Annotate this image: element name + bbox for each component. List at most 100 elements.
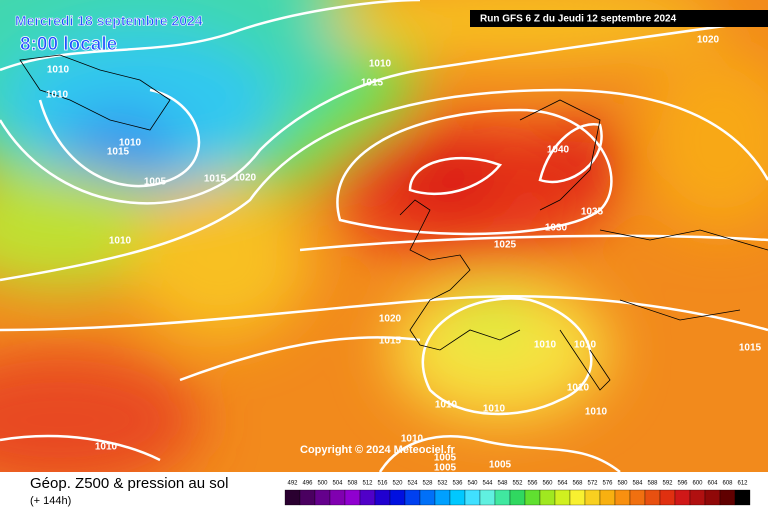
- isobar-label: 1005: [434, 463, 457, 474]
- scale-label: 496: [302, 481, 313, 487]
- scale-swatch: [479, 489, 496, 506]
- scale-swatch: [344, 489, 361, 506]
- scale-swatch: [419, 489, 436, 506]
- isobar-label: 1020: [379, 314, 402, 325]
- scale-swatch: [449, 489, 466, 506]
- isobar-label: 1010: [574, 340, 597, 351]
- scale-label: 608: [722, 481, 733, 487]
- valid-time: 8:00 locale: [20, 34, 117, 55]
- scale-swatch: [674, 489, 691, 506]
- isobar-label: 1035: [581, 207, 604, 218]
- scale-label: 544: [482, 481, 493, 487]
- scale-label: 596: [677, 481, 688, 487]
- isobar-label: 1005: [489, 460, 512, 471]
- scale-swatch: [734, 489, 751, 506]
- isobar-label: 1025: [494, 240, 517, 251]
- scale-swatch: [689, 489, 706, 506]
- scale-label: 600: [692, 481, 703, 487]
- run-info: Run GFS 6 Z du Jeudi 12 septembre 2024: [480, 14, 677, 25]
- scale-label: 520: [392, 481, 403, 487]
- lead-time: (+ 144h): [30, 495, 71, 507]
- isobar-label: 1010: [119, 138, 142, 149]
- scale-label: 560: [542, 481, 553, 487]
- isobar-label: 1010: [369, 59, 392, 70]
- isobar-label: 1015: [361, 78, 384, 89]
- scale-swatch: [644, 489, 661, 506]
- coastlines: [19, 54, 768, 391]
- isobar-label: 1030: [545, 223, 568, 234]
- isobar-label: 1015: [204, 174, 227, 185]
- scale-swatch: [434, 489, 451, 506]
- isobar-label: 1010: [401, 434, 424, 445]
- scale-label: 524: [407, 481, 418, 487]
- isobar-label: 1015: [107, 147, 130, 158]
- scale-swatch: [329, 489, 346, 506]
- scale-label: 548: [497, 481, 508, 487]
- scale-label: 592: [662, 481, 673, 487]
- isobar-label: 1010: [47, 65, 70, 76]
- scale-swatch: [704, 489, 721, 506]
- isobar-label: 1010: [95, 442, 118, 453]
- isobar-label: 1010: [435, 400, 458, 411]
- scale-swatch: [314, 489, 331, 506]
- isobar-label: 1005: [434, 453, 457, 464]
- scale-label: 492: [287, 481, 298, 487]
- legend-title: Géop. Z500 & pression au sol: [30, 475, 228, 492]
- scale-swatch: [614, 489, 631, 506]
- scale-label: 540: [467, 481, 478, 487]
- scale-swatch: [359, 489, 376, 506]
- isobar-label: 1015: [739, 343, 762, 354]
- isobar-label: 1010: [483, 404, 506, 415]
- isobar-label: 1010: [534, 340, 557, 351]
- scale-swatch: [494, 489, 511, 506]
- scale-swatch: [464, 489, 481, 506]
- valid-date: Mercredi 18 septembre 2024: [15, 13, 203, 29]
- isobar-label: 1010: [567, 383, 590, 394]
- scale-label: 512: [362, 481, 373, 487]
- isobar-label: 1040: [547, 145, 570, 156]
- scale-swatch: [629, 489, 646, 506]
- isobar-label: 1005: [144, 177, 167, 188]
- scale-label: 556: [527, 481, 538, 487]
- scale-label: 500: [317, 481, 328, 487]
- scale-label: 564: [557, 481, 568, 487]
- scale-swatch: [524, 489, 541, 506]
- isobar-label: 1010: [585, 407, 608, 418]
- scale-swatch: [374, 489, 391, 506]
- scale-label: 508: [347, 481, 358, 487]
- scale-swatch: [659, 489, 676, 506]
- scale-swatch: [299, 489, 316, 506]
- scale-swatch: [554, 489, 571, 506]
- isobar-label: 1020: [697, 35, 720, 46]
- scale-label: 568: [572, 481, 583, 487]
- scale-label: 604: [707, 481, 718, 487]
- scale-label: 516: [377, 481, 388, 487]
- scale-label: 584: [632, 481, 643, 487]
- scale-label: 532: [437, 481, 448, 487]
- scale-swatch: [389, 489, 406, 506]
- copyright: Copyright © 2024 Meteociel.fr: [300, 444, 456, 456]
- isobar-label: 1010: [109, 236, 132, 247]
- isobar-label: 1015: [379, 336, 402, 347]
- scale-label: 572: [587, 481, 598, 487]
- scale-swatch: [599, 489, 616, 506]
- scale-label: 580: [617, 481, 628, 487]
- scale-swatch: [719, 489, 736, 506]
- scale-swatch: [584, 489, 601, 506]
- scale-swatch: [569, 489, 586, 506]
- scale-swatch: [509, 489, 526, 506]
- scale-label: 536: [452, 481, 463, 487]
- isobar-label: 1020: [234, 173, 257, 184]
- scale-label: 612: [737, 481, 748, 487]
- scale-label: 576: [602, 481, 613, 487]
- scale-swatch: [404, 489, 421, 506]
- scale-swatch: [539, 489, 556, 506]
- scale-label: 588: [647, 481, 658, 487]
- scale-label: 552: [512, 481, 523, 487]
- scale-swatch: [284, 489, 301, 506]
- scale-label: 504: [332, 481, 343, 487]
- run-banner: [470, 10, 768, 27]
- scale-label: 528: [422, 481, 433, 487]
- isobar-label: 1010: [46, 90, 69, 101]
